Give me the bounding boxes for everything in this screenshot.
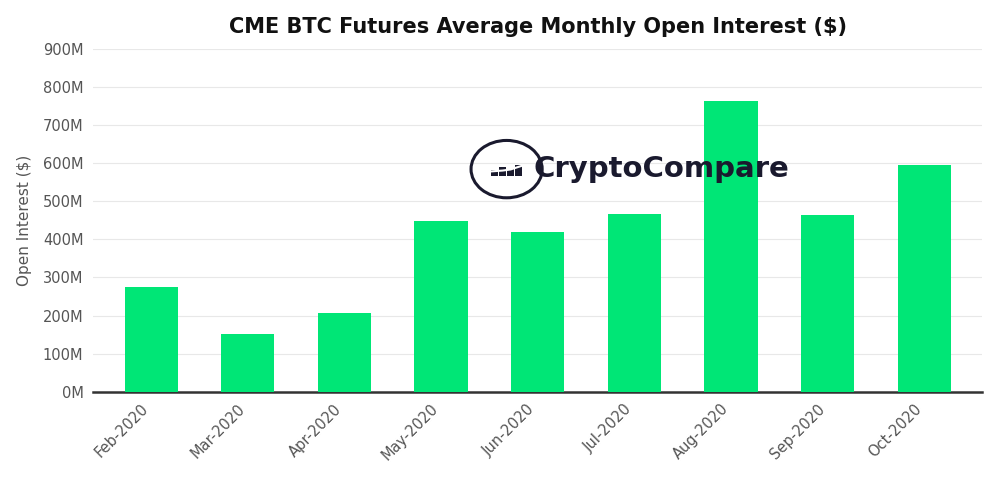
Bar — [607, 214, 661, 392]
Bar — [898, 165, 951, 392]
Title: CME BTC Futures Average Monthly Open Interest ($): CME BTC Futures Average Monthly Open Int… — [229, 17, 847, 36]
Text: CryptoCompare: CryptoCompare — [533, 155, 789, 183]
Bar — [511, 232, 564, 392]
Bar — [318, 313, 371, 392]
FancyBboxPatch shape — [492, 170, 498, 176]
Bar — [415, 221, 468, 392]
Bar — [801, 215, 854, 392]
FancyBboxPatch shape — [507, 169, 513, 176]
Bar — [221, 334, 275, 392]
Y-axis label: Open Interest ($): Open Interest ($) — [17, 155, 32, 286]
FancyBboxPatch shape — [500, 167, 505, 176]
Bar — [125, 287, 178, 392]
Bar — [704, 101, 757, 392]
FancyBboxPatch shape — [515, 165, 521, 176]
